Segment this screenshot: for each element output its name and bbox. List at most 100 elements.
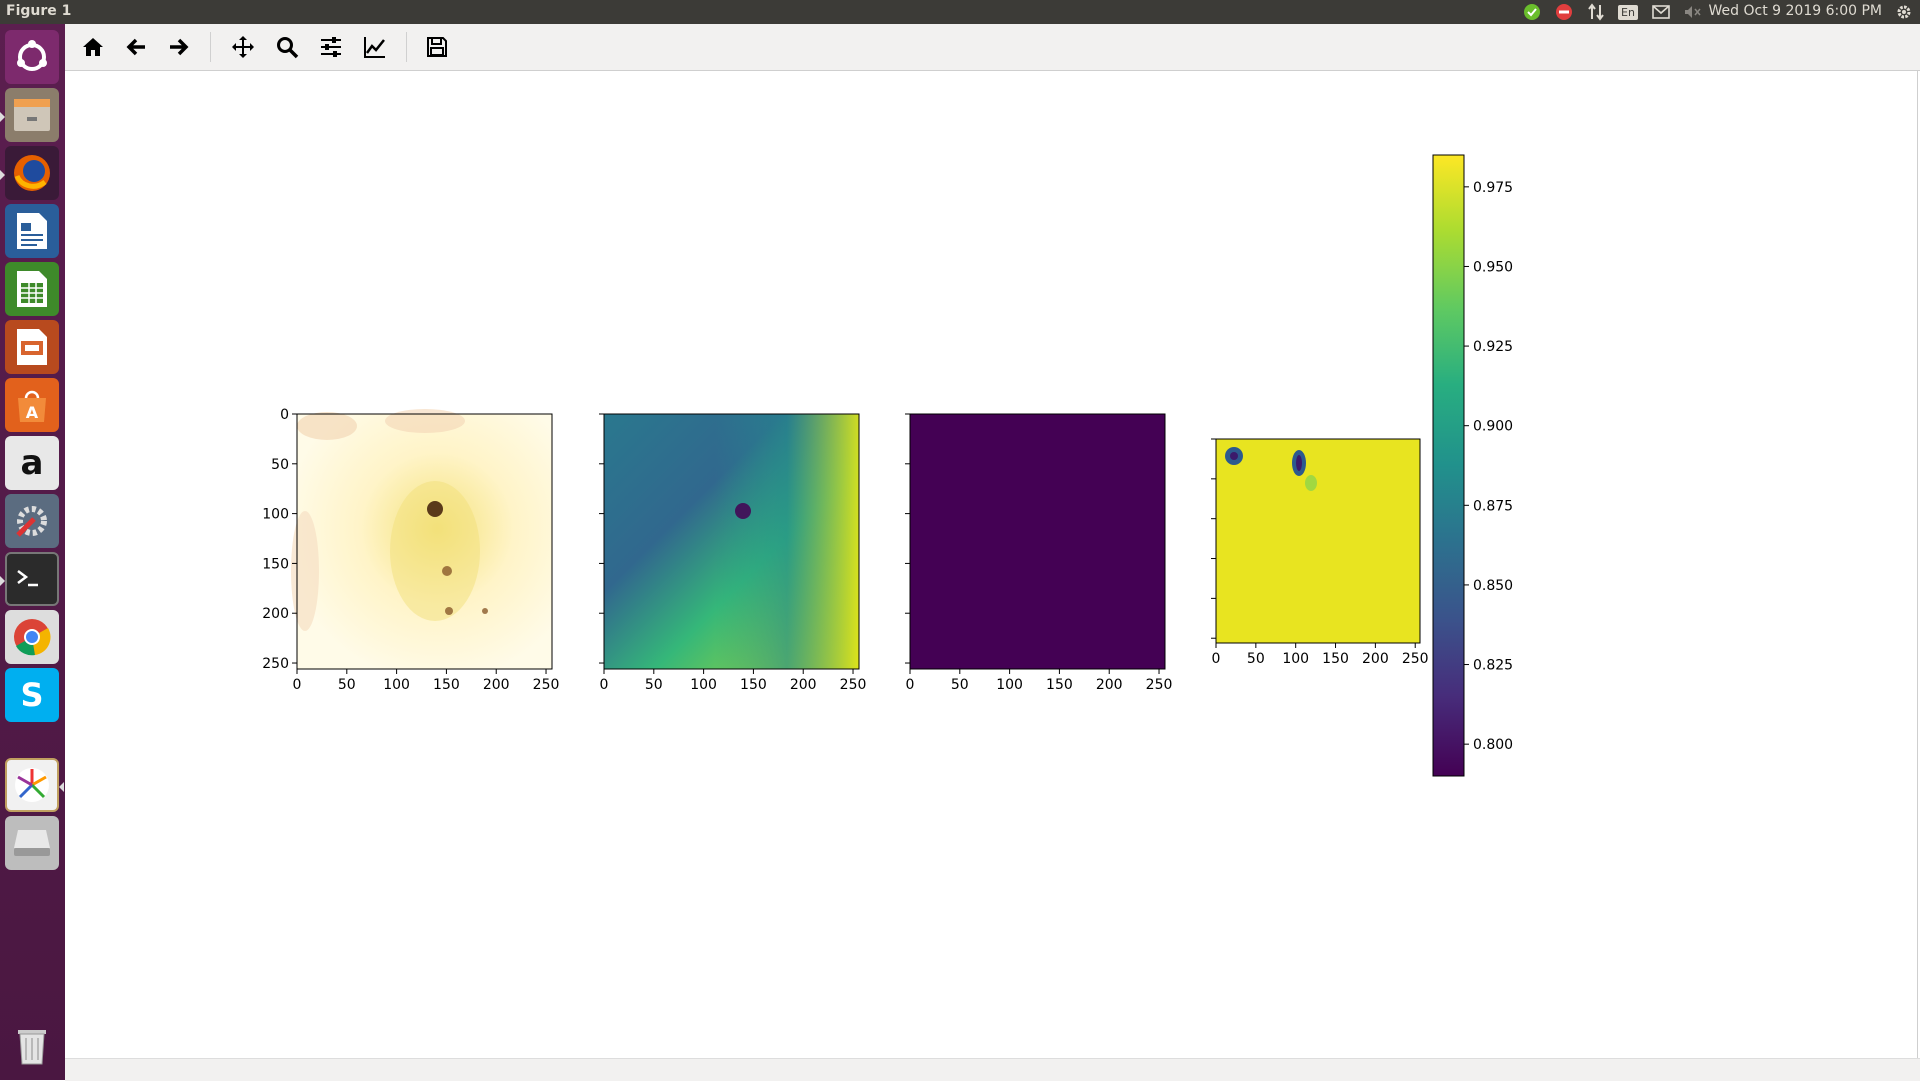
colorbar-tick-label: 0.925 [1473, 339, 1513, 355]
amazon-icon[interactable]: a [5, 436, 59, 490]
toolbar-separator [406, 32, 407, 62]
edit-axis-button[interactable] [359, 32, 391, 62]
back-button[interactable] [120, 32, 152, 62]
disk-icon[interactable] [5, 816, 59, 870]
axis-ticks: 0 50 100 150 200 250 [905, 413, 1173, 693]
libreoffice-writer-icon[interactable] [5, 204, 59, 258]
colorbar-gradient [1433, 155, 1464, 776]
x-tick-label: 200 [483, 677, 510, 693]
y-tick-label: 150 [262, 556, 289, 572]
x-tick-label: 0 [293, 677, 302, 693]
colorbar-tick-label: 0.900 [1473, 419, 1513, 435]
active-indicator [59, 782, 64, 792]
libreoffice-calc-icon[interactable] [5, 262, 59, 316]
y-tick-label: 100 [262, 507, 289, 523]
line-chart-icon [364, 37, 385, 58]
image-panel-4: 0 50 100 150 200 250 [1211, 438, 1429, 667]
move-arrows-icon [232, 36, 254, 58]
x-tick-label: 50 [645, 677, 663, 693]
x-tick-label: 250 [1146, 677, 1173, 693]
y-tick-label: 0 [280, 407, 289, 423]
heatmap-low-spot [1230, 452, 1238, 460]
colorbar-tick-label: 0.850 [1473, 578, 1513, 594]
colorbar-tick-label: 0.825 [1473, 658, 1513, 674]
keyboard-layout-label: En [1618, 4, 1638, 20]
colorbar-tick-label: 0.800 [1473, 737, 1513, 753]
system-settings-icon[interactable] [5, 494, 59, 548]
app-pinwheel-icon[interactable] [5, 758, 59, 812]
colorbar-frame [1432, 154, 1465, 777]
toolbar-separator [210, 32, 211, 62]
colorbar-tick-label: 0.950 [1473, 259, 1513, 275]
image-dark-spot [445, 607, 453, 615]
home-icon [83, 38, 103, 56]
x-tick-label: 150 [433, 677, 460, 693]
trash-icon[interactable] [5, 1018, 59, 1072]
files-icon[interactable] [5, 88, 59, 142]
image-texture [297, 412, 357, 440]
toolbar [65, 24, 1920, 71]
svg-text:A: A [26, 403, 39, 422]
software-center-icon[interactable]: A [5, 378, 59, 432]
libreoffice-impress-icon[interactable] [5, 320, 59, 374]
x-tick-label: 50 [951, 677, 969, 693]
pan-button[interactable] [227, 32, 259, 62]
firefox-icon[interactable] [5, 146, 59, 200]
save-button[interactable] [421, 32, 453, 62]
heatmap-texture [715, 414, 859, 669]
matplotlib-figure-canvas[interactable]: 0 50 100 150 200 250 0 50 100 150 200 250 0 50 100 150… [65, 71, 1920, 1058]
colorbar-tick-label: 0.875 [1473, 498, 1513, 514]
ubuntu-dash-icon[interactable] [5, 30, 59, 84]
configure-subplots-button[interactable] [315, 32, 347, 62]
y-tick-label: 200 [262, 606, 289, 622]
figure-border [1917, 70, 1918, 1058]
launcher: A a S [0, 24, 66, 1080]
x-tick-label: 0 [600, 677, 609, 693]
x-tick-label: 250 [533, 677, 560, 693]
x-tick-label: 50 [1247, 651, 1265, 667]
mail-icon[interactable] [1650, 2, 1672, 22]
status-bar [65, 1058, 1920, 1081]
y-tick-label: 250 [262, 656, 289, 672]
colorbar: 0.975 0.950 0.925 0.900 0.875 0.850 0.825 0.800 [1432, 154, 1513, 777]
x-tick-label: 150 [1046, 677, 1073, 693]
x-tick-label: 250 [1402, 651, 1429, 667]
settings-gear-icon[interactable] [1894, 2, 1914, 22]
chrome-icon[interactable] [5, 610, 59, 664]
heatmap-low-spot [1296, 455, 1302, 471]
image-texture [385, 409, 465, 433]
heatmap-low-spot [735, 503, 751, 519]
axes-frame [1215, 438, 1421, 644]
x-tick-label: 200 [1362, 651, 1389, 667]
axes-frame [603, 413, 860, 670]
amazon-glyph: a [20, 443, 44, 483]
zoom-button[interactable] [271, 32, 303, 62]
heatmap-image [1216, 439, 1420, 643]
running-indicator [0, 112, 5, 122]
terminal-icon[interactable] [5, 552, 59, 606]
y-tick-label: 50 [271, 457, 289, 473]
clock[interactable]: Wed Oct 9 2019 6:00 PM [1708, 3, 1882, 19]
update-icon[interactable] [1522, 2, 1542, 22]
x-tick-label: 100 [996, 677, 1023, 693]
window-title: Figure 1 [6, 3, 72, 19]
skype-icon[interactable]: S [5, 668, 59, 722]
x-tick-label: 200 [790, 677, 817, 693]
image-panel-3: 0 50 100 150 200 250 [905, 413, 1173, 693]
network-icon[interactable] [1586, 2, 1606, 22]
axes-frame [296, 413, 553, 670]
no-entry-icon[interactable] [1554, 2, 1574, 22]
skype-glyph: S [20, 676, 44, 714]
home-button[interactable] [77, 32, 109, 62]
x-tick-label: 0 [906, 677, 915, 693]
forward-button[interactable] [163, 32, 195, 62]
x-tick-label: 250 [840, 677, 867, 693]
volume-muted-icon[interactable] [1682, 2, 1704, 22]
heatmap-texture [1305, 475, 1317, 491]
heatmap-image [910, 414, 1165, 669]
floppy-disk-icon [427, 37, 447, 57]
keyboard-layout-indicator[interactable]: En [1617, 2, 1639, 22]
